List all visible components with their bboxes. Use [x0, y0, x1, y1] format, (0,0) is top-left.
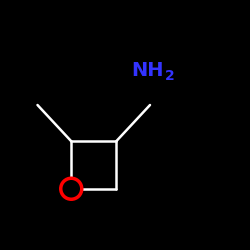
Text: NH: NH: [131, 60, 164, 80]
Text: 2: 2: [165, 69, 175, 83]
